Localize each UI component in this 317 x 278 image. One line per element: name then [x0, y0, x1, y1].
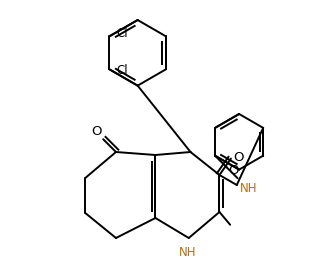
Text: Cl: Cl: [116, 27, 128, 39]
Text: O: O: [234, 151, 244, 164]
Text: NH: NH: [240, 182, 257, 195]
Text: NH: NH: [178, 246, 196, 259]
Text: O: O: [91, 125, 101, 138]
Text: Cl: Cl: [116, 64, 128, 77]
Text: O: O: [228, 164, 239, 177]
